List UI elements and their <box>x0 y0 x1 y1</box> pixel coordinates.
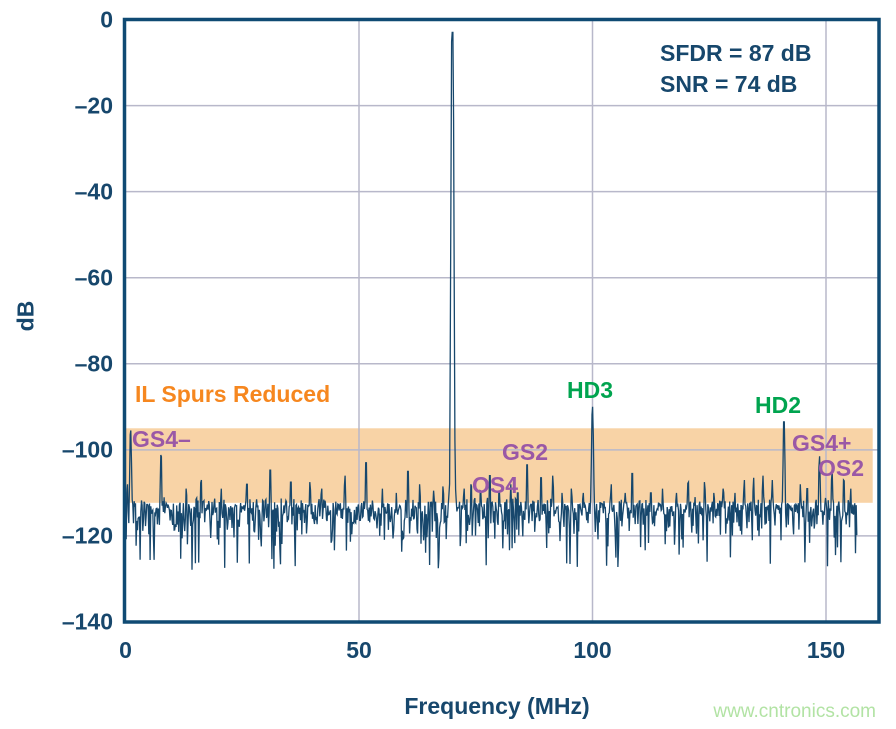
y-tick-label: –40 <box>74 178 113 205</box>
spur-label-gs4: GS4+ <box>792 430 852 456</box>
spur-label-os2: OS2 <box>818 455 865 481</box>
y-tick-label: –100 <box>61 436 113 463</box>
plot-frame <box>122 17 881 624</box>
x-tick-label: 0 <box>119 637 132 663</box>
y-axis-title: dB <box>12 300 39 332</box>
spectrum-trace <box>124 31 858 570</box>
x-tick-label: 150 <box>806 637 846 663</box>
spur-label-hd3: HD3 <box>567 377 614 403</box>
il-spurs-band-label: IL Spurs Reduced <box>135 381 331 407</box>
spur-label-os4: OS4 <box>472 472 519 498</box>
spur-label-gs2: GS2 <box>502 439 549 465</box>
x-tick-label: 50 <box>346 637 372 663</box>
x-tick-label: 100 <box>573 637 612 663</box>
watermark: www.cntronics.com <box>713 701 876 722</box>
measurement-annotations: SFDR = 87 dB SNR = 74 dB <box>660 38 811 100</box>
y-tick-label: –80 <box>74 350 113 377</box>
x-axis-title: Frequency (MHz) <box>404 693 590 719</box>
snr-annotation: SNR = 74 dB <box>660 71 798 97</box>
spur-label-gs4: GS4– <box>132 426 191 452</box>
y-tick-label: –140 <box>61 608 113 635</box>
y-tick-label: –20 <box>74 92 113 119</box>
spur-label-hd2: HD2 <box>755 392 802 418</box>
il-spurs-band <box>124 428 873 503</box>
y-tick-label: –60 <box>74 264 113 291</box>
sfdr-annotation: SFDR = 87 dB <box>660 40 812 66</box>
gridlines <box>124 19 879 622</box>
y-tick-label: –120 <box>61 522 113 549</box>
y-tick-label: 0 <box>100 6 113 32</box>
